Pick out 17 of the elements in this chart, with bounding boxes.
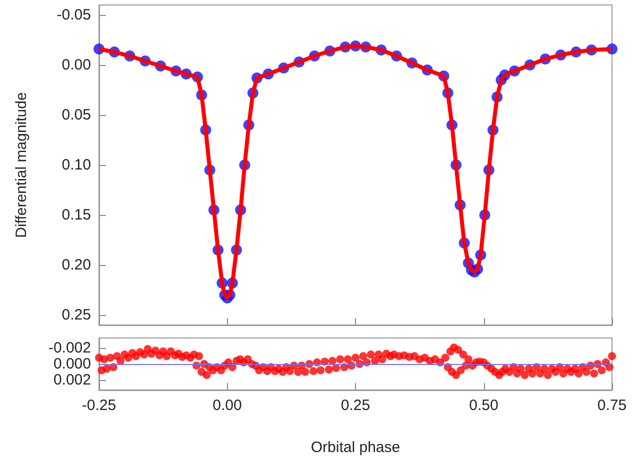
y-tick-label: 0.000: [53, 356, 91, 372]
x-tick-label: 0.25: [340, 397, 370, 414]
y-tick-label: 0.00: [62, 56, 91, 74]
y-tick-label: 0.15: [62, 206, 91, 224]
x-tick-label: 0.75: [597, 397, 627, 414]
x-tick-label: -0.25: [82, 397, 116, 414]
y-tick-label: 0.05: [62, 106, 91, 124]
x-tick-label: 0.00: [212, 397, 242, 414]
y-tick-label: 0.10: [62, 156, 91, 174]
y-axis-title: Differential magnitude: [13, 92, 30, 238]
y-tick-label: -0.002: [48, 340, 91, 357]
y-tick-label: 0.20: [62, 256, 91, 274]
y-tick-label: 0.002: [53, 371, 91, 388]
x-tick-label: 0.50: [469, 397, 498, 414]
y-tick-label: 0.25: [62, 306, 91, 324]
y-tick-label: -0.05: [56, 6, 91, 24]
x-axis-title: Orbital phase: [310, 439, 400, 456]
